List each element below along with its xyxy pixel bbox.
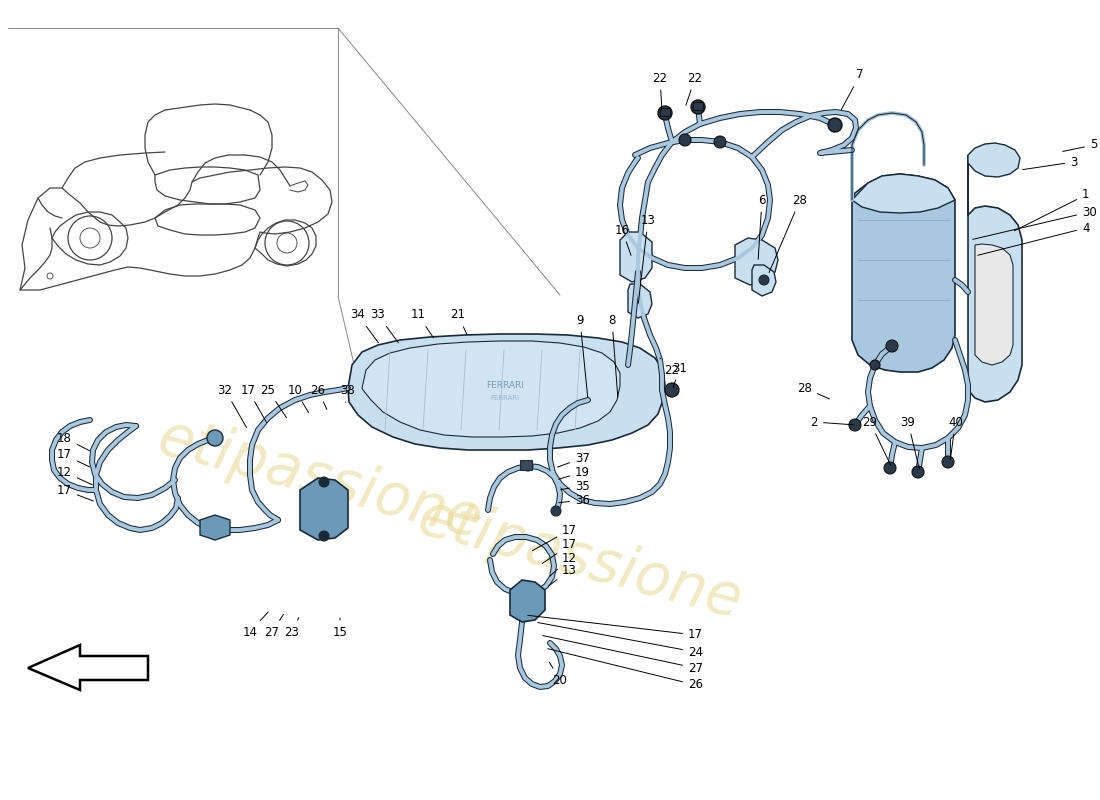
Text: 19: 19 xyxy=(559,466,590,479)
Text: 28: 28 xyxy=(769,194,807,273)
Circle shape xyxy=(679,134,691,146)
Text: 9: 9 xyxy=(576,314,587,398)
Text: 22: 22 xyxy=(686,71,703,106)
Text: FERRARI: FERRARI xyxy=(491,395,519,401)
Text: 2: 2 xyxy=(811,415,854,429)
Text: 12: 12 xyxy=(550,551,578,576)
Bar xyxy=(520,460,532,470)
Circle shape xyxy=(849,419,861,431)
Polygon shape xyxy=(200,515,230,540)
Text: 18: 18 xyxy=(57,431,89,450)
Circle shape xyxy=(666,383,679,397)
Text: 24: 24 xyxy=(538,622,703,658)
Text: 12: 12 xyxy=(57,466,92,485)
Text: 17: 17 xyxy=(528,615,703,642)
Text: 7: 7 xyxy=(842,69,864,110)
Text: FERRARI: FERRARI xyxy=(486,381,524,390)
Polygon shape xyxy=(968,155,1022,402)
Polygon shape xyxy=(300,478,348,540)
Text: 26: 26 xyxy=(310,383,327,410)
Bar xyxy=(693,102,703,110)
Text: 29: 29 xyxy=(862,415,891,466)
Text: 3: 3 xyxy=(1023,155,1077,170)
Polygon shape xyxy=(852,174,955,372)
Text: 37: 37 xyxy=(558,451,590,467)
Circle shape xyxy=(870,360,880,370)
Text: 20: 20 xyxy=(549,662,568,686)
Bar xyxy=(660,108,670,116)
Polygon shape xyxy=(752,265,776,296)
Text: etipassione: etipassione xyxy=(411,490,748,630)
Circle shape xyxy=(207,430,223,446)
Polygon shape xyxy=(620,232,652,282)
Text: 14: 14 xyxy=(242,612,268,638)
Text: 26: 26 xyxy=(548,649,703,691)
Text: etipassione: etipassione xyxy=(152,410,488,550)
Circle shape xyxy=(759,275,769,285)
Text: 40: 40 xyxy=(948,415,962,459)
Text: 21: 21 xyxy=(451,309,466,334)
Text: 30: 30 xyxy=(972,206,1097,239)
Text: 5: 5 xyxy=(1063,138,1098,151)
Circle shape xyxy=(942,456,954,468)
Text: 13: 13 xyxy=(638,214,656,303)
Text: 31: 31 xyxy=(672,362,688,387)
Text: 17: 17 xyxy=(57,483,94,501)
Text: 11: 11 xyxy=(410,309,433,338)
Circle shape xyxy=(714,136,726,148)
Text: 23: 23 xyxy=(285,618,299,638)
Polygon shape xyxy=(735,238,778,285)
Text: 15: 15 xyxy=(332,618,348,638)
Text: 22: 22 xyxy=(660,358,680,377)
Text: 17: 17 xyxy=(241,383,266,422)
Text: 34: 34 xyxy=(351,309,378,342)
Circle shape xyxy=(522,461,534,471)
Text: 32: 32 xyxy=(218,383,246,427)
Polygon shape xyxy=(348,334,666,450)
Circle shape xyxy=(912,466,924,478)
Circle shape xyxy=(886,340,898,352)
Polygon shape xyxy=(362,341,620,437)
Circle shape xyxy=(884,462,896,474)
Circle shape xyxy=(319,477,329,487)
Text: 36: 36 xyxy=(559,494,590,506)
Circle shape xyxy=(691,100,705,114)
Circle shape xyxy=(319,531,329,541)
Text: 28: 28 xyxy=(798,382,829,399)
Text: 27: 27 xyxy=(264,614,284,638)
Text: 33: 33 xyxy=(371,309,398,342)
Text: 10: 10 xyxy=(287,383,309,413)
Polygon shape xyxy=(510,580,544,622)
Circle shape xyxy=(658,106,672,120)
Text: 39: 39 xyxy=(901,415,920,470)
Polygon shape xyxy=(975,244,1013,365)
Text: 38: 38 xyxy=(341,383,355,402)
Text: 16: 16 xyxy=(615,223,631,255)
Text: 6: 6 xyxy=(758,194,766,259)
Text: 17: 17 xyxy=(542,538,578,563)
Text: 22: 22 xyxy=(652,71,668,110)
Text: 4: 4 xyxy=(978,222,1089,255)
Polygon shape xyxy=(628,284,652,318)
Text: 25: 25 xyxy=(261,383,286,418)
Circle shape xyxy=(828,118,842,132)
Polygon shape xyxy=(28,645,148,690)
Text: 35: 35 xyxy=(561,479,590,493)
Text: 1: 1 xyxy=(1014,189,1089,230)
Text: 13: 13 xyxy=(548,563,576,586)
Text: 27: 27 xyxy=(542,635,703,674)
Polygon shape xyxy=(852,174,955,213)
Text: 17: 17 xyxy=(57,449,89,467)
Text: 17: 17 xyxy=(532,523,578,550)
Circle shape xyxy=(551,506,561,516)
Text: 8: 8 xyxy=(608,314,618,398)
Polygon shape xyxy=(968,143,1020,177)
